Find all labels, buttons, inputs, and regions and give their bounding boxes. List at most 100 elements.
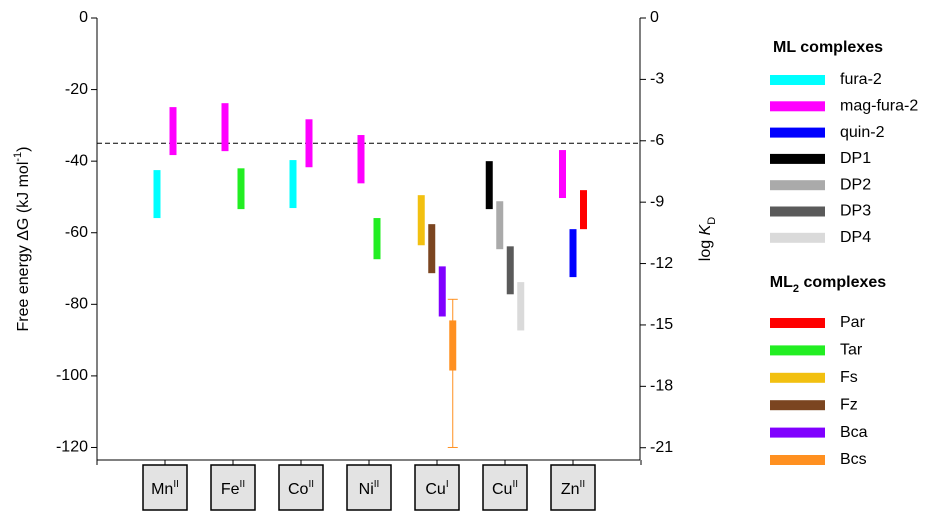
- legend-label: mag-fura-2: [840, 98, 918, 115]
- y-tick-label: -20: [65, 81, 88, 98]
- legend-label: Tar: [840, 342, 863, 359]
- bar: [485, 161, 493, 210]
- legend-label: DP1: [840, 150, 871, 167]
- category-oxidation: II: [308, 479, 314, 490]
- legend-swatch: [770, 318, 825, 328]
- category-symbol: Zn: [561, 481, 580, 498]
- y-tick-label: -100: [56, 367, 88, 384]
- y2-label-part: D: [706, 217, 718, 225]
- legend-label: DP2: [840, 176, 871, 193]
- category-symbol: Cu: [492, 481, 512, 498]
- x-tick-label: MnII: [151, 479, 179, 498]
- bar: [153, 170, 161, 219]
- bar: [569, 229, 577, 278]
- category-box: [346, 464, 392, 511]
- y-tick-label: -80: [65, 296, 88, 313]
- legend-swatch: [770, 127, 825, 138]
- y-tick-label: 0: [79, 9, 88, 26]
- legend-label: Bcs: [840, 451, 867, 468]
- legend-label: DP4: [840, 229, 871, 246]
- legend-heading: ML complexes: [773, 39, 883, 56]
- y2-axis-label: log KD: [697, 217, 718, 261]
- bar: [580, 190, 587, 230]
- bar: [305, 119, 313, 168]
- y-tick-label: -60: [65, 224, 88, 241]
- bar: [357, 135, 365, 184]
- y2-label-part: log: [697, 235, 714, 261]
- category-box: [482, 464, 528, 511]
- y2-tick-label: -12: [650, 255, 673, 272]
- category-oxidation: II: [374, 479, 380, 490]
- legend-label: fura-2: [840, 71, 882, 88]
- category-symbol: Ni: [359, 481, 374, 498]
- y2-label-part: K: [697, 223, 714, 235]
- legend-heading-part: ML complexes: [773, 39, 883, 56]
- bar: [289, 160, 297, 209]
- y2-tick-label: -9: [650, 193, 664, 210]
- x-tick-label: CuII: [492, 479, 518, 498]
- bar: [506, 246, 514, 295]
- legend-heading: ML2 complexes: [770, 274, 886, 295]
- category-box: [278, 464, 324, 511]
- bar: [169, 107, 177, 156]
- legend-swatch: [770, 345, 825, 356]
- category-oxidation: II: [173, 479, 179, 490]
- category-box: [142, 464, 188, 511]
- category-oxidation: II: [580, 479, 586, 490]
- y-label-part: -1: [12, 152, 24, 162]
- category-symbol: Fe: [221, 481, 240, 498]
- legend-swatch: [770, 75, 825, 85]
- category-oxidation: II: [512, 479, 518, 490]
- y2-tick-label: -3: [650, 71, 664, 88]
- legend-swatch: [770, 372, 825, 383]
- bar: [373, 218, 381, 260]
- legend-label: Fz: [840, 396, 858, 413]
- legend-heading-part: 2: [793, 283, 799, 295]
- x-tick-label: NiII: [359, 479, 380, 498]
- y2-tick-label: 0: [650, 9, 659, 26]
- legend-swatch: [770, 153, 825, 164]
- category-symbol: Mn: [151, 481, 173, 498]
- y-tick-label: -120: [56, 439, 88, 456]
- legend-label: Bca: [840, 424, 868, 441]
- x-tick-label: CuI: [425, 479, 448, 498]
- bar: [559, 150, 566, 199]
- bar: [428, 224, 436, 274]
- legend-swatch: [770, 232, 825, 243]
- legend-label: Par: [840, 314, 866, 331]
- legend-swatch: [770, 400, 825, 411]
- y2-tick-label: -15: [650, 316, 673, 333]
- legend-heading-part: ML: [770, 274, 793, 291]
- y2-tick-label: -21: [650, 439, 673, 456]
- y2-tick-label: -6: [650, 132, 664, 149]
- bar: [221, 103, 229, 152]
- legend-swatch: [770, 206, 825, 217]
- legend-swatch: [770, 455, 825, 465]
- x-tick-label: CoII: [288, 479, 314, 498]
- legend-swatch: [770, 101, 825, 112]
- category-oxidation: I: [446, 479, 449, 490]
- legend-label: quin-2: [840, 124, 885, 141]
- x-tick-label: ZnII: [561, 479, 585, 498]
- legend-label: DP3: [840, 203, 871, 220]
- y-label-part: Free energy ΔG (kJ mol: [15, 162, 32, 332]
- y-tick-label: -40: [65, 152, 88, 169]
- category-box: [414, 464, 460, 511]
- y2-tick-label: -18: [650, 378, 673, 395]
- bar: [237, 168, 245, 210]
- y-axis-label: Free energy ΔG (kJ mol-1): [12, 147, 32, 332]
- bar: [417, 195, 425, 246]
- bar: [496, 201, 504, 250]
- category-box: [550, 464, 596, 511]
- bar: [438, 266, 446, 317]
- legend-label: Fs: [840, 369, 858, 386]
- category-box: [210, 464, 256, 511]
- category-symbol: Co: [288, 481, 309, 498]
- category-symbol: Cu: [425, 481, 445, 498]
- bar: [517, 282, 525, 331]
- category-oxidation: II: [240, 479, 246, 490]
- x-tick-label: FeII: [221, 479, 245, 498]
- y-label-part: ): [15, 147, 32, 152]
- legend-swatch: [770, 180, 825, 191]
